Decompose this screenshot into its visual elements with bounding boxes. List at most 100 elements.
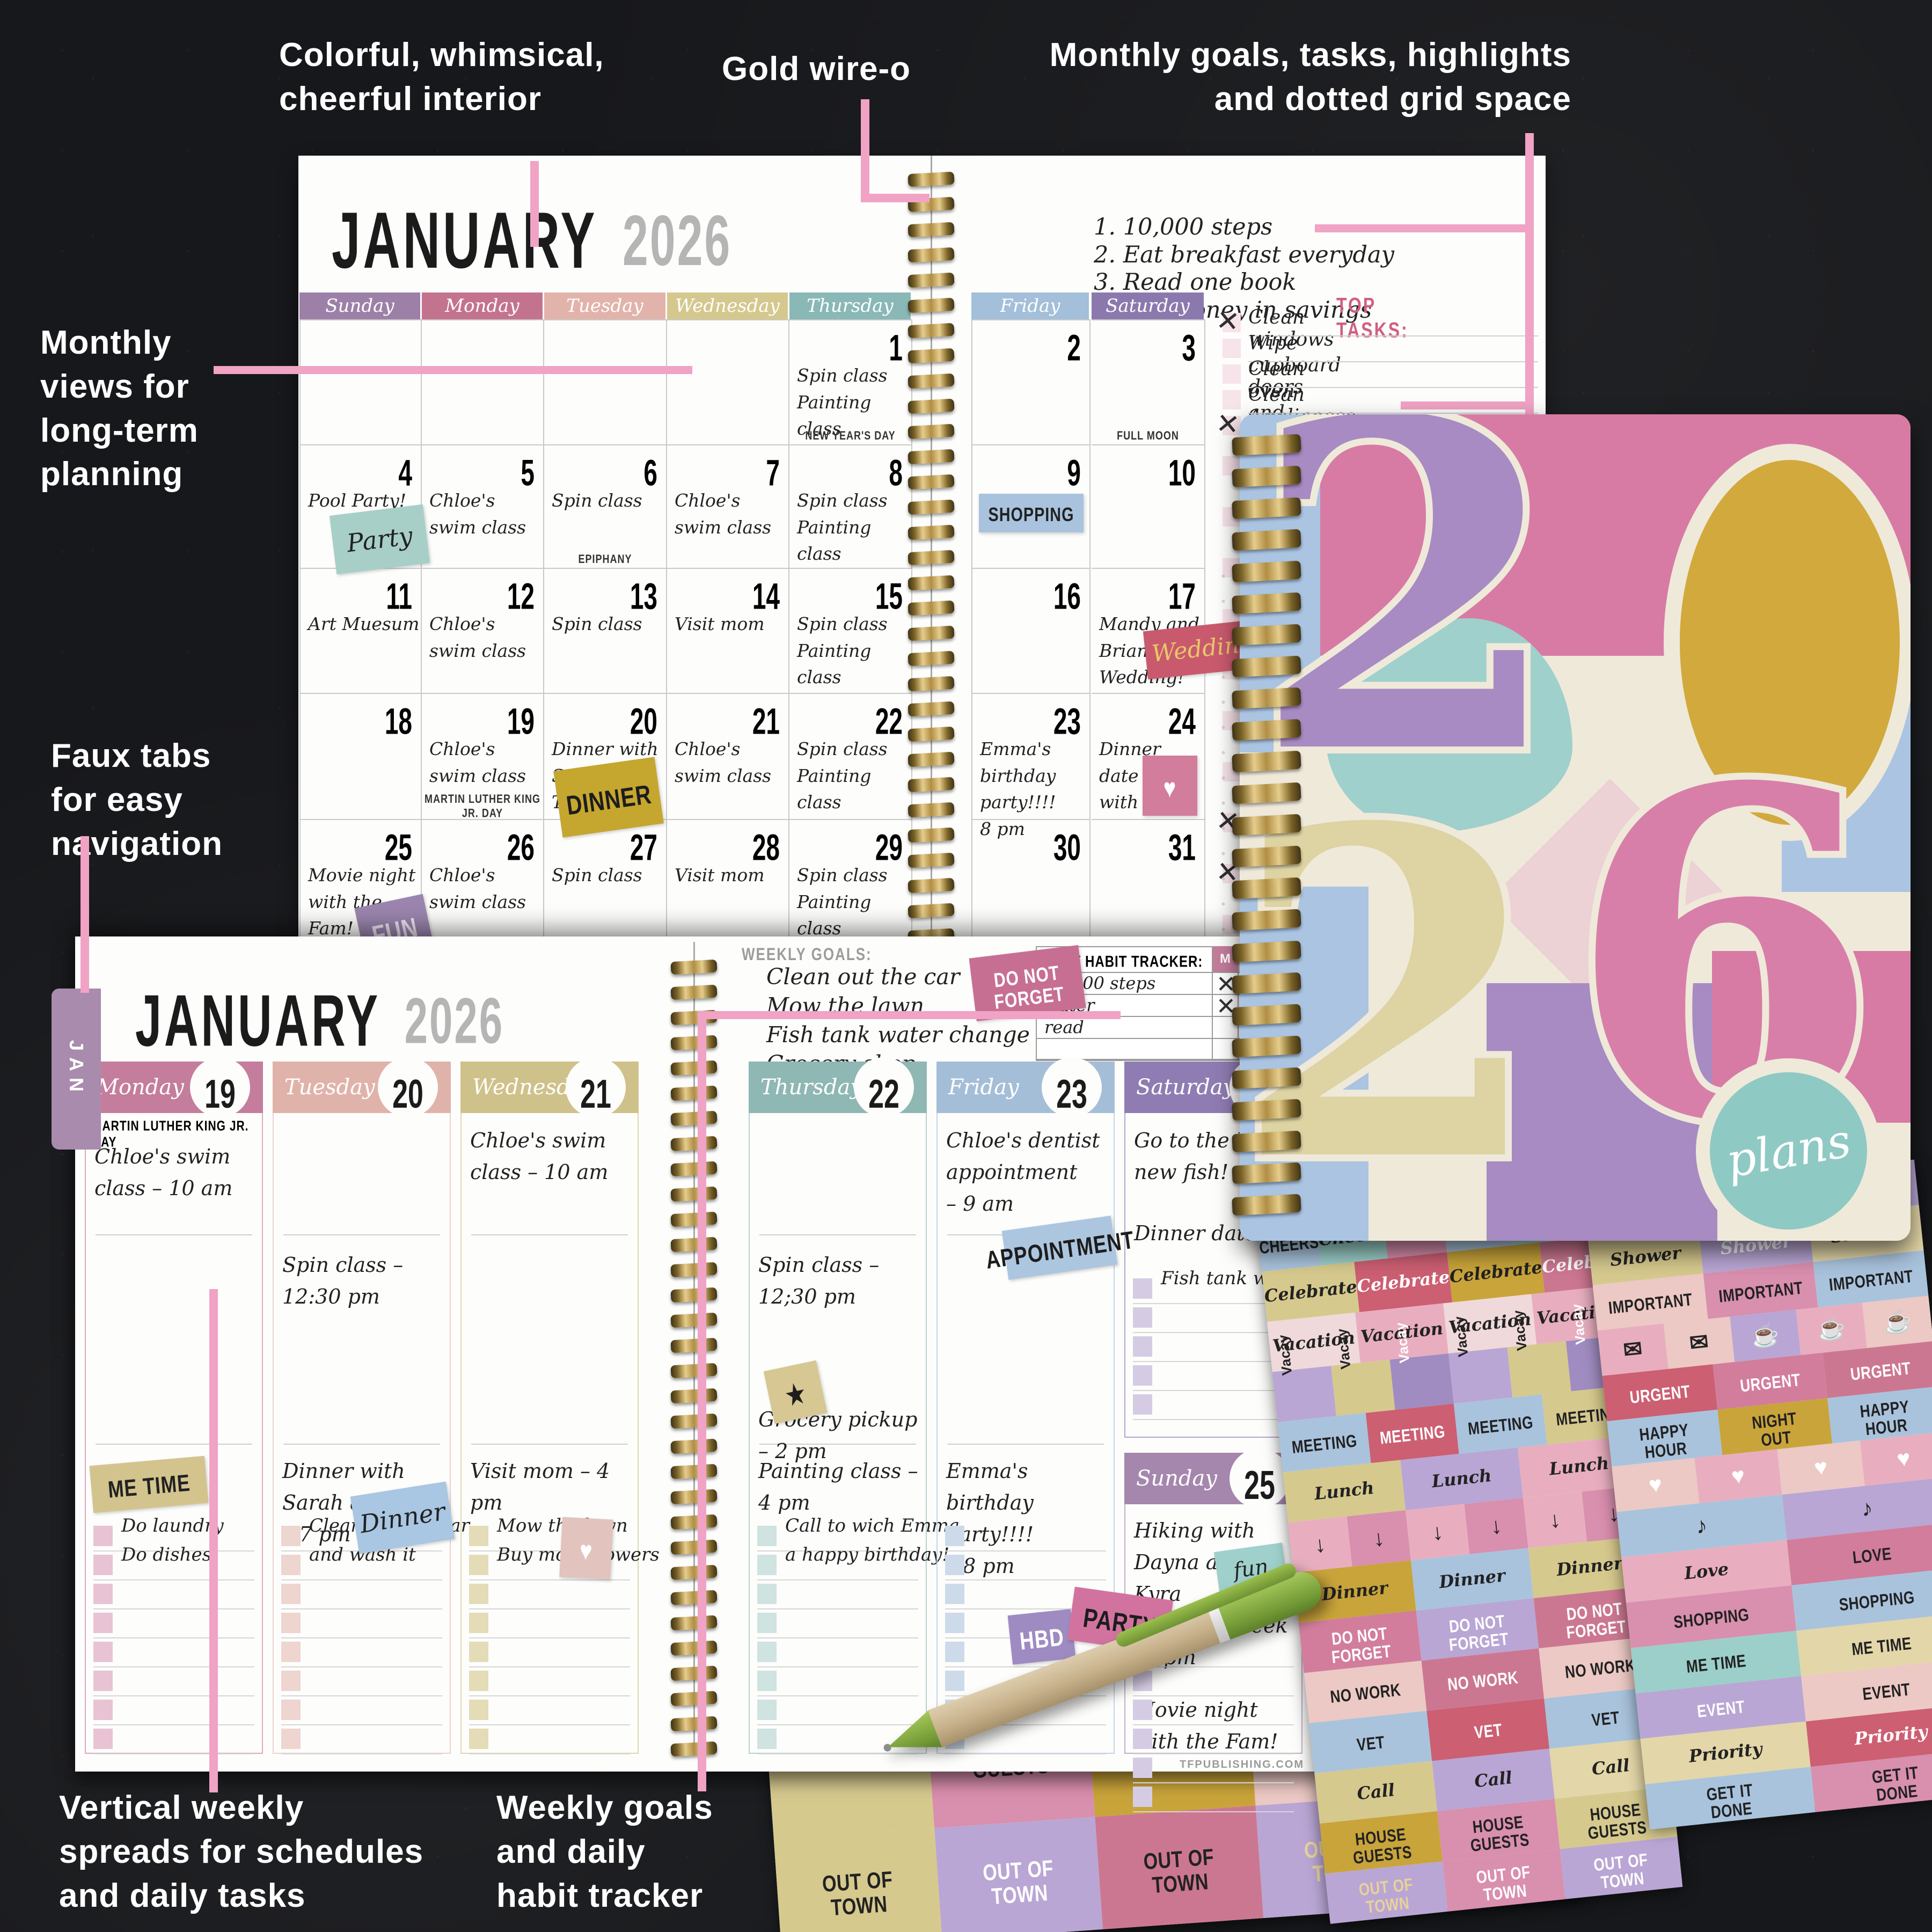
weekly-goals-label: WEEKLY GOALS: <box>742 944 872 964</box>
wireo-coil <box>908 802 955 818</box>
monthly-cell-sticker-label: DINNER <box>565 779 654 821</box>
wireo-coil <box>670 1337 718 1353</box>
monthly-cell-sticker-label: ♥ <box>1163 773 1177 803</box>
sticker-cell: ↓ <box>1288 1516 1352 1573</box>
top-task-x: ✕ <box>1214 407 1241 442</box>
sticker-cell-label: VET <box>1356 1732 1386 1755</box>
wireo-coil <box>908 323 955 339</box>
annotation-faux-tabs: Faux tabs for easy navigation <box>51 737 223 862</box>
sticker-cell: ☕ <box>1796 1302 1867 1355</box>
monthly-cell: 25 Movie night with the Fam! FUN <box>299 820 435 964</box>
wireo-coil <box>908 499 955 515</box>
weekly-day-name: Thursday <box>760 1075 862 1100</box>
weekly-events-sec3: Painting class – 4 pm <box>758 1455 920 1519</box>
sticker-cell-label: ♥ <box>1730 1462 1747 1489</box>
monthly-title-month: JANUARY <box>332 196 598 286</box>
sticker-cell: Celebrate <box>1262 1262 1360 1322</box>
sticker-cell-label: VET <box>1473 1719 1503 1743</box>
weekly-divider <box>759 1444 916 1445</box>
monthly-cell: 23 Emma's birthday party!!!! 8 pm <box>971 694 1091 839</box>
weekly-sticker-label: APPOINTMENT <box>984 1225 1136 1274</box>
monthly-event: Visit mom <box>675 865 765 885</box>
sticker-cell: ☕ <box>1730 1309 1801 1362</box>
weekly-task-text: Do laundry <box>121 1515 224 1536</box>
wireo-coil <box>908 777 955 793</box>
sticker-cell: OUT OF TOWN <box>934 1817 1103 1932</box>
weekly-task-row <box>93 1579 254 1609</box>
weekly-divider <box>283 1444 440 1445</box>
weekly-task-checkbox <box>757 1526 777 1546</box>
monthly-event: Visit mom <box>675 613 765 634</box>
monthly-cell: 8 Spin class Painting class <box>789 445 912 569</box>
weekly-task-checkbox <box>93 1613 113 1633</box>
wireo-coil <box>1232 940 1301 963</box>
wireo-coil <box>1232 845 1301 868</box>
connector-wireo-v <box>861 99 869 202</box>
do-not-forget-sticker: DO NOT FORGET <box>969 945 1086 1022</box>
weekly-task-checkbox <box>1133 1278 1152 1299</box>
wireo-coil <box>1232 497 1301 519</box>
monthly-cell: 10 <box>1092 445 1205 569</box>
weekly-events-sec2: Spin class – 12;30 pm Grocery pickup – 2 … <box>758 1249 920 1467</box>
weekly-column-friday: Friday 23 Chloe's dentist appointment – 9 a… <box>936 1057 1174 1754</box>
monthly-day-header-label: Saturday <box>1106 295 1190 317</box>
weekly-task-row <box>93 1666 254 1696</box>
monthly-event: Chloe's <box>429 490 495 511</box>
weekly-events-sec1: Chloe's swim class – 10 am <box>94 1141 257 1204</box>
sticker-cell-label: NO WORK <box>1564 1655 1637 1682</box>
wireo-coil <box>908 373 955 389</box>
sticker-cell-label: Celebrate <box>1263 1276 1358 1307</box>
weekly-task-checkbox <box>469 1671 488 1691</box>
monthly-goal-item: 1. 10,000 steps <box>1094 214 1273 240</box>
sticker-cell-label: Lunch <box>1548 1453 1610 1480</box>
sticker-cell-label: OUT OF TOWN <box>1592 1849 1649 1893</box>
monthly-cell: 16 <box>971 569 1091 694</box>
monthly-event: 8 pm <box>980 818 1025 839</box>
wireo-coil <box>908 524 955 540</box>
wireo-coil <box>908 903 955 919</box>
monthly-cell: 30 <box>971 820 1091 964</box>
weekly-task-row <box>1133 1753 1294 1783</box>
monthly-cell-events: Movie night with the Fam! <box>308 862 421 942</box>
sticker-cell-label: Call <box>1356 1780 1396 1804</box>
weekly-task-row <box>1133 1666 1294 1696</box>
monthly-goal-item: 2. Eat breakfast everyday <box>1094 241 1394 268</box>
weekly-divider <box>96 1444 252 1445</box>
weekly-task-row <box>469 1608 630 1638</box>
weekly-task-row <box>1133 1724 1294 1754</box>
monthly-cell-events: Visit mom <box>675 611 765 638</box>
weekly-task-checkbox <box>945 1671 964 1691</box>
sticker-cell-label: ↓ <box>1430 1518 1445 1545</box>
weekly-column-header: Thursday 22 <box>749 1057 927 1117</box>
monthly-event: Spin class <box>552 613 642 634</box>
sticker-cell: Vacay <box>1448 1315 1513 1404</box>
weekly-events-sec1: Chloe's dentist appointment – 9 am <box>946 1125 1108 1220</box>
wireo-coil <box>908 171 955 187</box>
sticker-cell-label: LOVE <box>1851 1543 1893 1568</box>
monthly-event: Spin class <box>552 865 642 885</box>
weekly-task-row <box>757 1608 918 1638</box>
wireo-coil <box>1232 814 1301 836</box>
weekly-goal-item: Clean out the car <box>766 964 960 990</box>
wireo-coil <box>908 575 955 591</box>
weekly-event-line: – 9 am <box>946 1191 1014 1216</box>
monthly-day-header-label: Tuesday <box>566 295 643 317</box>
sticker-cell-label: SHOPPING <box>1672 1604 1751 1633</box>
weekly-divider <box>759 1234 916 1235</box>
wireo-coil <box>670 1236 718 1253</box>
sticker-cell-label: IMPORTANT <box>1828 1265 1914 1295</box>
connector-goals-v <box>1525 133 1534 414</box>
weekly-task-checkbox <box>1133 1336 1152 1357</box>
habit-hline <box>1036 994 1326 995</box>
wireo-coil <box>908 600 955 616</box>
weekly-task-row <box>469 1695 630 1725</box>
sticker-cell-label: URGENT <box>1629 1381 1692 1408</box>
sticker-cell-label: Celebrate <box>1356 1267 1451 1297</box>
monthly-cell-holiday: FULL MOON <box>1092 429 1204 442</box>
monthly-cell-daynum: 16 <box>1053 575 1081 617</box>
weekly-event-line: Painting class – 4 pm <box>758 1459 918 1514</box>
weekly-task-row <box>757 1666 918 1696</box>
monthly-day-header-label: Sunday <box>325 295 394 317</box>
wireo-coil <box>670 1262 718 1278</box>
sticker-cell-label: Call <box>1473 1767 1513 1792</box>
